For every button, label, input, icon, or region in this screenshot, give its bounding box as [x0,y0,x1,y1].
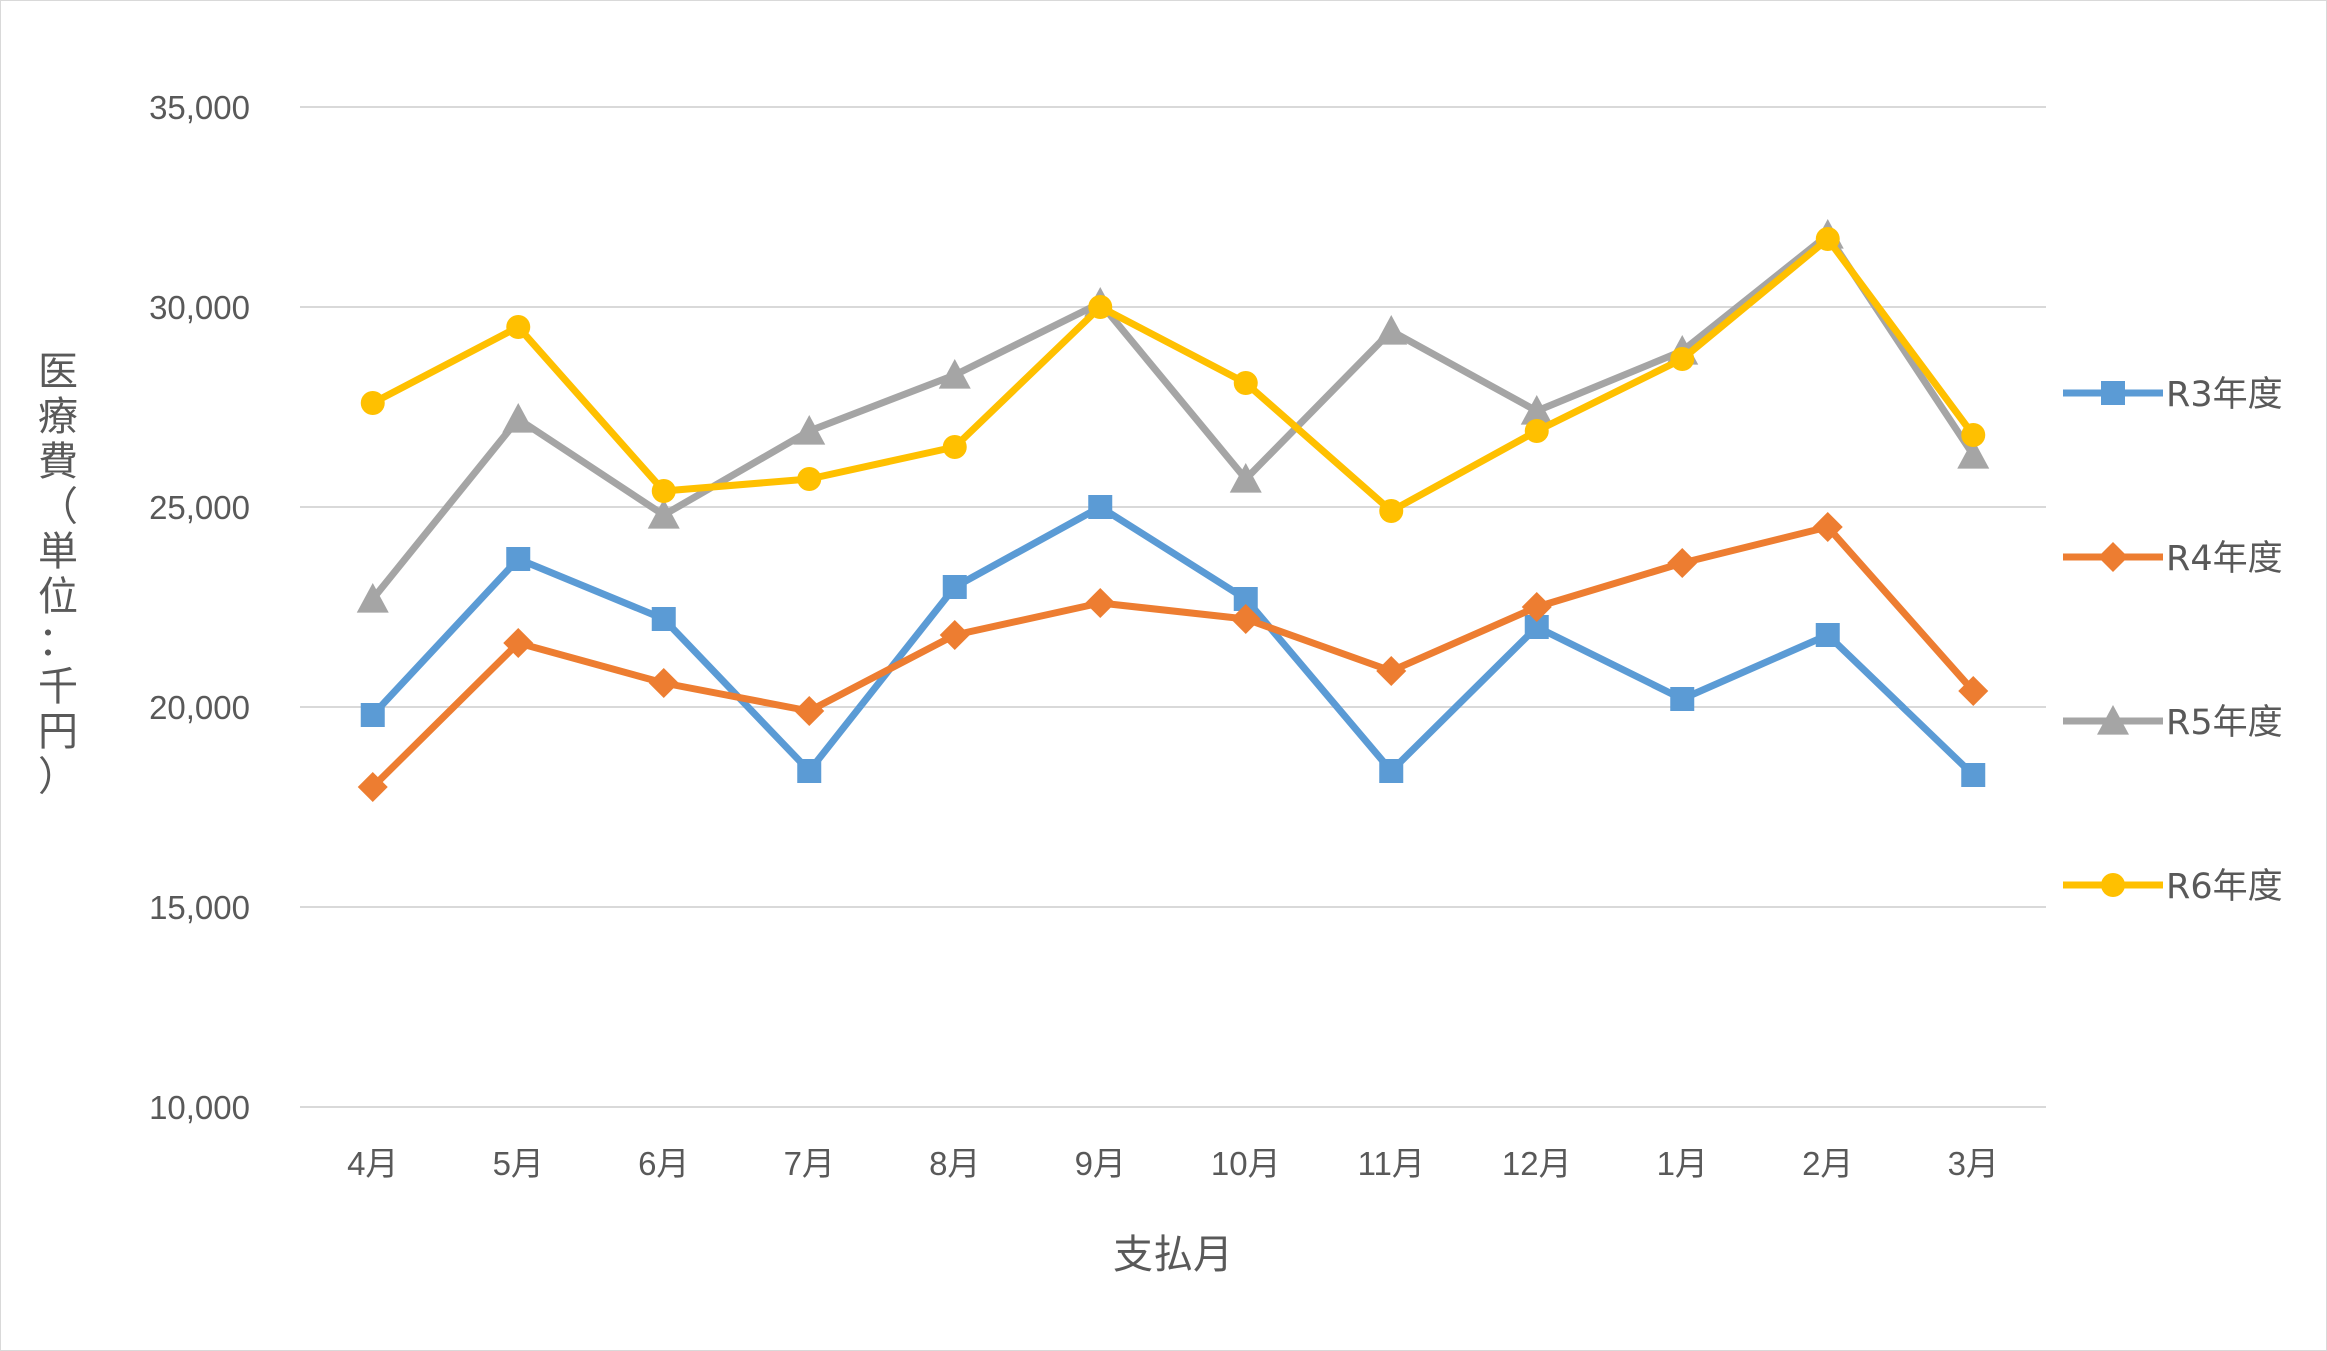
marker-diamond [357,772,388,802]
legend-label: R5年度 [2166,703,2283,743]
marker-triangle [793,415,826,445]
marker-triangle [1957,439,1990,469]
x-tick-label: 8月 [929,1145,980,1182]
y-axis-title-char: 費 [38,439,78,485]
x-axis-ticks: 4月 5月 6月 7月 8月 9月 10月 11月 12月 1月 2月 3月 [347,1145,1999,1182]
marker-diamond [1812,512,1843,542]
y-tick-label: 20,000 [149,689,250,726]
marker-square [2101,381,2125,405]
x-tick-label: 5月 [493,1145,544,1182]
marker-triangle [356,583,389,613]
legend-label: R6年度 [2166,867,2283,907]
series-layer [356,219,1990,802]
grid-lines [300,106,2046,1108]
marker-diamond [794,696,825,726]
series-line [370,503,1976,778]
legend-entry: R5年度 [2063,703,2283,743]
marker-triangle [938,359,971,389]
marker-square [1379,759,1404,783]
y-axis-title-char: 位 [38,574,78,620]
marker-circle [797,467,822,491]
y-axis-title-char: 療 [38,394,78,440]
y-tick-label: 25,000 [149,489,250,526]
x-tick-label: 2月 [1802,1145,1853,1182]
marker-circle [1088,295,1113,319]
marker-square [1088,495,1113,519]
x-tick-label: 1月 [1657,1145,1708,1182]
series-4 [360,227,1986,523]
marker-circle [1524,419,1549,443]
y-axis-title: 医療費（単位：千円） [38,349,78,800]
series-1 [360,495,1986,787]
marker-circle [1233,371,1258,395]
marker-diamond [1958,676,1989,706]
x-axis-title: 支払月 [1113,1232,1233,1278]
marker-diamond [2098,542,2128,572]
y-axis-title-char: ） [38,754,78,800]
x-tick-label: 9月 [1075,1145,1126,1182]
y-axis-title-char: 円 [38,709,78,755]
x-tick-label: 3月 [1948,1145,1999,1182]
marker-circle [1961,423,1986,447]
legend: R3年度 R4年度 R5年度 R6年度 [2063,375,2283,907]
y-tick-label: 35,000 [149,89,250,126]
x-tick-label: 10月 [1211,1145,1281,1182]
x-tick-label: 4月 [347,1145,398,1182]
marker-square [942,575,967,599]
marker-square [360,703,385,727]
legend-entry: R4年度 [2063,539,2283,579]
marker-diamond [648,668,679,698]
marker-triangle [2097,705,2129,735]
marker-diamond [1376,656,1407,686]
series-line [371,235,1977,515]
marker-square [1815,623,1840,647]
marker-square [506,547,531,571]
marker-triangle [1520,395,1553,425]
y-tick-label: 10,000 [149,1089,250,1126]
legend-label: R3年度 [2166,375,2283,415]
x-tick-label: 11月 [1358,1145,1425,1182]
marker-diamond [1667,548,1698,578]
y-axis-title-char: 医 [38,349,78,395]
y-tick-label: 15,000 [149,889,250,926]
series-line [370,231,1977,602]
legend-label: R4年度 [2166,539,2283,579]
marker-square [1961,763,1986,787]
marker-circle [1379,499,1404,523]
marker-diamond [1085,588,1116,618]
y-axis-ticks: 10,000 15,000 20,000 25,000 30,000 35,000 [149,89,250,1126]
marker-circle [651,479,676,503]
marker-diamond [1230,604,1261,634]
x-tick-label: 7月 [784,1145,835,1182]
y-axis-title-char: ： [38,619,78,665]
marker-diamond [1521,592,1552,622]
x-tick-label: 6月 [638,1145,689,1182]
marker-triangle [647,499,680,529]
marker-circle [942,435,967,459]
marker-triangle [502,403,535,433]
x-tick-label: 12月 [1502,1145,1572,1182]
marker-circle [1670,347,1695,371]
marker-circle [1815,227,1840,251]
marker-circle [360,391,385,415]
y-axis-title-char: 単 [38,529,78,575]
series-line [370,523,1976,790]
series-2 [357,512,1989,802]
marker-diamond [939,620,970,650]
y-tick-label: 30,000 [149,289,250,326]
marker-triangle [1375,315,1408,345]
marker-square [651,607,676,631]
marker-circle [2101,873,2125,897]
y-axis-title-char: （ [38,484,78,530]
marker-diamond [503,628,534,658]
legend-entry: R3年度 [2063,375,2283,415]
legend-entry: R6年度 [2063,867,2283,907]
marker-circle [506,315,531,339]
marker-square [1670,687,1695,711]
marker-triangle [1229,463,1262,493]
marker-square [797,759,822,783]
y-axis-title-char: 千 [38,664,78,710]
